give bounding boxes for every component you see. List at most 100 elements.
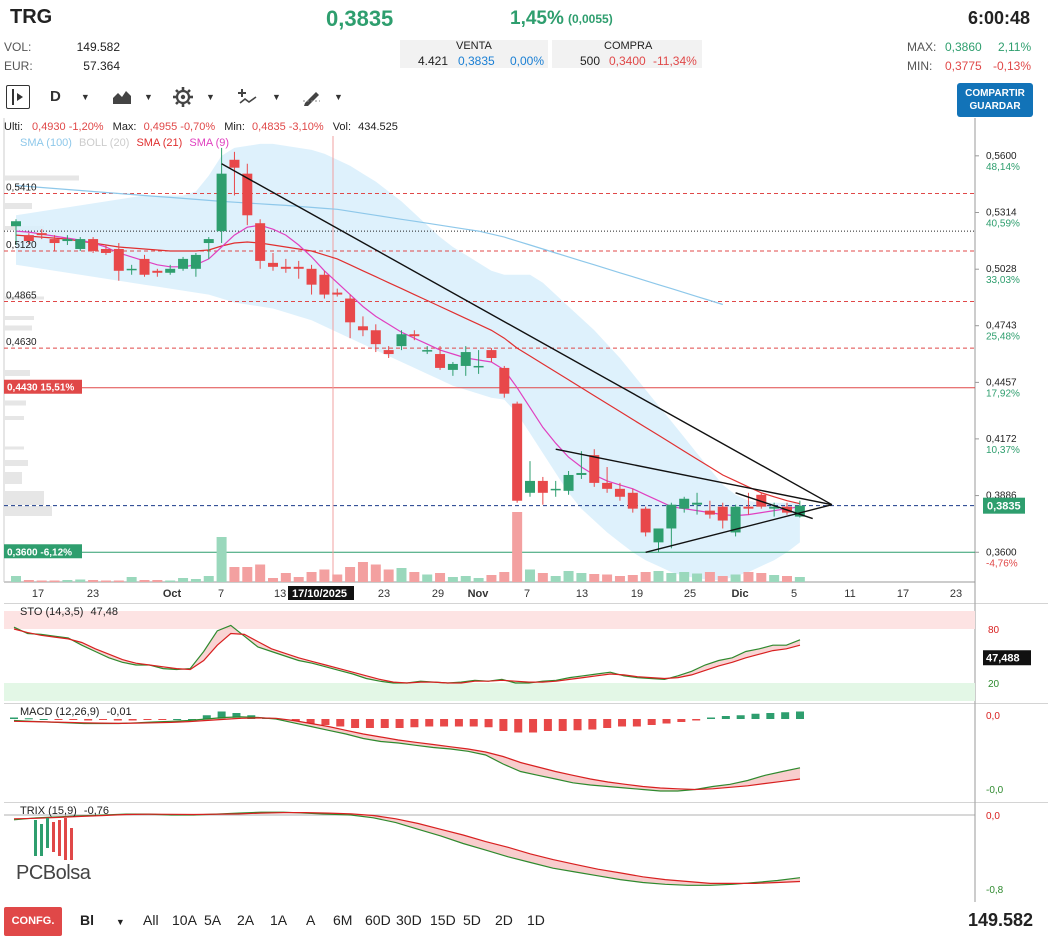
crosshair-date-box <box>288 586 354 600</box>
date-label: 5 <box>791 588 797 600</box>
range-1a[interactable]: 1A <box>270 912 288 928</box>
candle-body <box>306 268 317 285</box>
price-tick-label: 0,5028 <box>986 264 1017 275</box>
macd-histogram-bar <box>692 719 701 721</box>
chart-type-button[interactable]: ▼ <box>112 88 153 106</box>
macd-histogram-bar <box>336 719 345 727</box>
volume-bar <box>268 578 278 582</box>
sto-value: 47,48 <box>90 606 118 618</box>
date-label: 11 <box>844 588 855 600</box>
drawing-tools-button[interactable]: ▼ <box>302 88 343 106</box>
date-label: 23 <box>87 588 99 600</box>
total-volume: 149.582 <box>968 910 1034 930</box>
volume-bar <box>293 577 304 582</box>
macd-histogram-bar <box>425 719 434 727</box>
indicators-button[interactable]: ▼ <box>238 88 281 106</box>
range-5d[interactable]: 5D <box>463 912 481 928</box>
date-label: 25 <box>684 588 696 600</box>
candle-body <box>409 334 420 337</box>
range-30d[interactable]: 30D <box>396 912 422 928</box>
share-save-button[interactable]: COMPARTIR GUARDAR <box>957 83 1033 117</box>
volume-bar <box>473 578 484 582</box>
candle-body <box>704 510 715 515</box>
candle-body <box>383 350 394 355</box>
date-label: 17 <box>32 588 44 600</box>
candle-body <box>666 504 677 529</box>
volume-bar <box>178 578 189 582</box>
candle-body <box>23 235 34 242</box>
range-1d[interactable]: 1D <box>527 912 545 928</box>
macd-bottom-label: -0,0 <box>986 785 1004 796</box>
stochastic-panel[interactable]: 80 20 47,488 <box>0 603 1048 703</box>
price-tick-label: 0,4457 <box>986 377 1017 388</box>
buy-box <box>552 40 702 68</box>
legend-sma9[interactable]: SMA (9) <box>189 137 230 149</box>
range-2a[interactable]: 2A <box>237 912 255 928</box>
sell-box <box>400 40 548 68</box>
trend-line <box>645 504 833 553</box>
volume-bar <box>743 572 754 582</box>
candle-body <box>100 248 111 253</box>
volume-profile-bar <box>4 506 52 516</box>
range-6m[interactable]: 6M <box>333 912 353 928</box>
candle-body <box>614 488 625 497</box>
range-2d[interactable]: 2D <box>495 912 513 928</box>
legend-sma100[interactable]: SMA (100) <box>20 137 72 149</box>
macd-histogram-bar <box>499 719 508 731</box>
range-10a[interactable]: 10A <box>172 912 197 928</box>
macd-histogram-bar <box>158 719 167 720</box>
macd-panel[interactable]: 0,0 -0,0 <box>0 703 1048 803</box>
period-selector[interactable]: D ▼ <box>50 88 90 105</box>
range-15d[interactable]: 15D <box>430 912 456 928</box>
candle-body <box>550 488 561 491</box>
volume-profile-bar <box>4 460 28 466</box>
range-5a[interactable]: 5A <box>204 912 222 928</box>
volume-bar <box>486 575 497 582</box>
legend-boll[interactable]: BOLL (20) <box>79 137 130 149</box>
date-label: 17 <box>897 588 909 600</box>
price-tick-pct: 25,48% <box>986 332 1020 343</box>
volume-bar <box>692 573 703 582</box>
volume-bar <box>435 573 446 582</box>
panel-toggle-icon[interactable] <box>6 85 30 109</box>
volume-bar <box>640 572 651 582</box>
volume-bar <box>537 573 548 582</box>
candle-body <box>653 528 664 543</box>
chart-type-selector[interactable]: Bl ▼ <box>80 912 125 928</box>
legend-sma21[interactable]: SMA (21) <box>136 137 183 149</box>
date-label: 7 <box>524 588 530 600</box>
settings-button[interactable]: ▼ <box>172 86 215 108</box>
indicators-icon <box>238 89 257 104</box>
candle-body <box>769 506 780 509</box>
macd-label: MACD (12,26,9) <box>20 706 100 718</box>
macd-histogram-bar <box>291 719 300 722</box>
ohlc-info: Ulti: 0,4930 -1,20% Max: 0,4955 -0,70% M… <box>4 121 398 133</box>
candle-body <box>537 480 548 493</box>
macd-histogram-bar <box>751 713 760 719</box>
trix-panel[interactable]: 0,0 -0,8 <box>0 802 1048 902</box>
macd-histogram-bar <box>454 719 463 727</box>
ohlc-max-pct: -0,70% <box>180 121 216 133</box>
date-label: 29 <box>432 588 444 600</box>
range-a[interactable]: A <box>306 912 316 928</box>
pencil-icon <box>303 92 320 106</box>
volume-bar <box>113 580 124 582</box>
price-tick-pct: 40,59% <box>986 219 1020 230</box>
config-button[interactable]: CONFG. <box>4 907 62 936</box>
ohlc-vol-label: Vol: <box>332 121 352 133</box>
volume-bar <box>679 572 690 582</box>
upper-level-pill-label: 0,4430 15,51% <box>7 383 74 394</box>
volume-bar <box>717 576 728 582</box>
range-all[interactable]: All <box>143 912 159 928</box>
vol-label: VOL: <box>4 40 32 54</box>
date-label: 19 <box>631 588 643 600</box>
macd-histogram-bar <box>24 718 33 720</box>
volume-bar <box>203 576 214 582</box>
range-60d[interactable]: 60D <box>365 912 391 928</box>
trix-fill <box>14 812 800 886</box>
volume-bar <box>409 572 420 582</box>
date-label: 7 <box>218 588 224 600</box>
candle-body <box>576 472 587 475</box>
volume-bar <box>62 580 73 582</box>
